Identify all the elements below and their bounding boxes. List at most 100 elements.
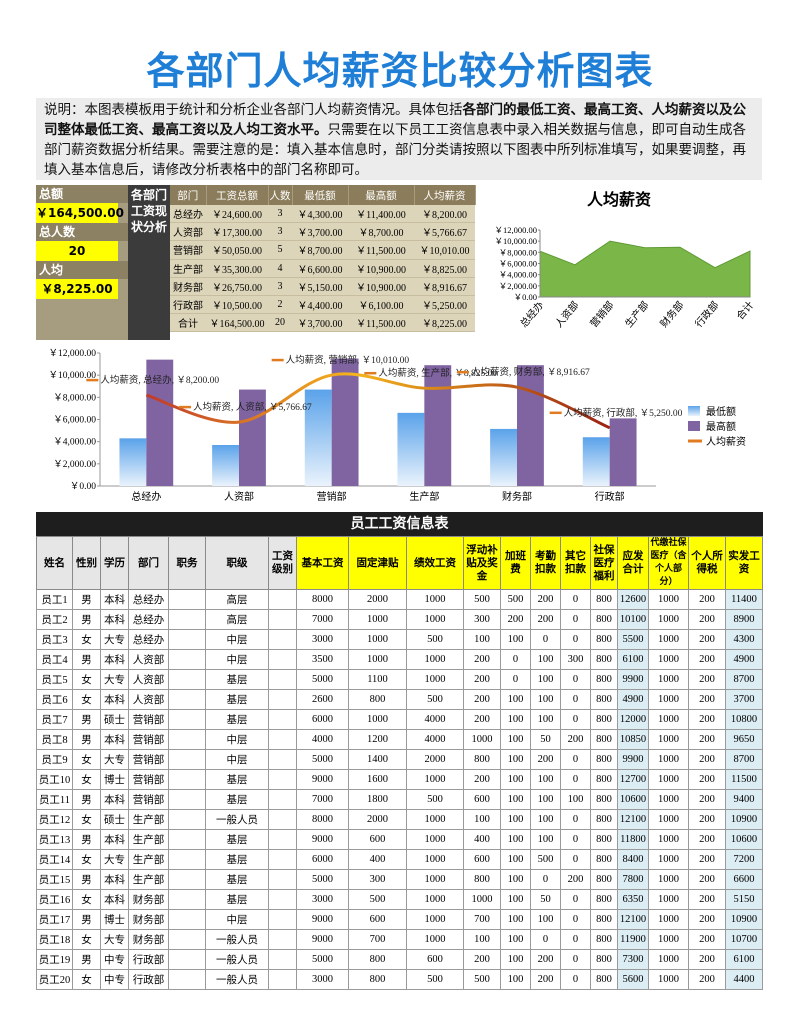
table-cell: 营销部 — [128, 749, 169, 770]
bar — [582, 437, 610, 486]
y-tick-label: ￥10,000.00 — [494, 236, 537, 246]
table-cell: 一般人员 — [205, 809, 269, 830]
table-cell: 100 — [530, 769, 561, 790]
header-row: 姓名 性别 学历 部门 职务 职级 工资级别 基本工资 固定津贴 绩效工资 浮动补贴及奖金 加班费 考勤… — [36, 536, 763, 590]
table-cell: 女 — [72, 749, 101, 770]
table-cell: ￥11,400.00 — [348, 205, 414, 224]
table-cell: 0 — [560, 609, 591, 630]
table-cell: 8000 — [296, 809, 349, 830]
table-cell: 2600 — [296, 689, 349, 710]
table-cell: 6000 — [296, 709, 349, 730]
table-cell: ￥17,300.00 — [206, 222, 268, 242]
table-row: 员工16 女本科 财务部 基层 3000 500 1000 1000 100 50 0 800 6350… — [36, 889, 763, 910]
table-cell: 800 — [590, 789, 618, 810]
table-cell: 1000 — [648, 709, 689, 730]
summary-value: 20 — [36, 241, 118, 261]
table-cell: 人资部 — [128, 649, 169, 670]
table-cell: 9000 — [296, 829, 349, 850]
table-cell — [268, 629, 297, 650]
table-cell: 600 — [348, 909, 407, 930]
table-cell: 本科 — [100, 689, 129, 710]
table-cell: 行政部 — [128, 949, 169, 970]
table-cell: 1000 — [648, 809, 689, 830]
table-cell: 10850 — [617, 729, 649, 750]
table-cell: 1000 — [648, 629, 689, 650]
table-cell: 大专 — [100, 929, 129, 950]
page-title: 各部门人均薪资比较分析图表 — [146, 49, 654, 93]
table-cell: 1000 — [406, 909, 464, 930]
legend-label: 人均薪资 — [706, 436, 746, 448]
table-cell: 0 — [560, 689, 591, 710]
table-cell: 本科 — [100, 889, 129, 910]
table-cell: 0 — [560, 849, 591, 870]
table-cell: 1000 — [648, 869, 689, 890]
table-cell: 0 — [530, 629, 561, 650]
table-cell: 人资部 — [128, 669, 169, 690]
table-cell: 800 — [590, 969, 618, 990]
table-cell: 300 — [463, 609, 501, 630]
table-cell: 200 — [463, 669, 501, 690]
table-row: 员工14 女大专 生产部 基层 6000 400 1000 600 100 500 0 800 8400… — [36, 849, 763, 870]
description-bold: 各部门的最低工资、最高工资、人均薪资以及公司整体最低工资、最高工资以及人均工资水… — [44, 102, 746, 138]
data-label: 人均薪资, 人资部, ￥5,766.67 — [193, 401, 312, 413]
table-cell: 1000 — [348, 629, 407, 650]
table-cell: 800 — [348, 949, 407, 970]
table-cell: 9000 — [296, 769, 349, 790]
table-cell: 700 — [463, 909, 501, 930]
table-cell: 基层 — [205, 869, 269, 890]
table-cell: 100 — [530, 829, 561, 850]
table-cell: 1000 — [648, 609, 689, 630]
table-cell: 中层 — [205, 729, 269, 750]
table-cell: 女 — [72, 809, 101, 830]
table-cell — [168, 609, 206, 630]
table-cell: 本科 — [100, 589, 129, 610]
data-label: 人均薪资, 生产部, ￥8,825.00 — [378, 367, 497, 379]
table-cell: 5500 — [617, 629, 649, 650]
table-row: 员工18 女大专 财务部 一般人员 9000 700 1000 100 100 0 0 800 1190… — [36, 929, 763, 950]
table-cell: 800 — [590, 929, 618, 950]
table-cell: 3 — [268, 222, 292, 242]
table-cell: 6100 — [725, 949, 763, 970]
table-cell: 财务部 — [128, 909, 169, 930]
table-cell: 3 — [268, 277, 292, 296]
table-cell: 100 — [500, 749, 531, 770]
table-cell: 8900 — [725, 609, 763, 630]
table-cell — [268, 749, 297, 770]
table-cell: 1000 — [348, 709, 407, 730]
table-cell: 8700 — [725, 669, 763, 690]
table-row: 财务部 ￥26,750.00 3 ￥5,150.00 ￥10,900.00 ￥8,916.… — [170, 277, 475, 296]
table-cell: 800 — [590, 589, 618, 610]
table-cell — [168, 669, 206, 690]
table-cell: 600 — [463, 789, 501, 810]
table-cell: 0 — [530, 869, 561, 890]
table-cell: 7000 — [296, 789, 349, 810]
column-header: 工资总额 — [206, 185, 269, 205]
y-tick-label: ￥6,000.00 — [53, 416, 96, 426]
table-cell: 100 — [500, 849, 531, 870]
table-row: 员工1 男本科 总经办 高层 8000 2000 1000 500 500 200 0 800 1260… — [36, 589, 763, 610]
table-cell: 200 — [688, 709, 726, 730]
table-cell: 1000 — [463, 889, 501, 910]
table-cell: 总经办 — [170, 205, 206, 224]
table-cell: 200 — [530, 749, 561, 770]
table-cell: 500 — [406, 689, 464, 710]
table-cell: ￥10,900.00 — [348, 259, 414, 278]
description: 说明：本图表模板用于统计和分析企业各部门人均薪资情况。具体包括各部门的最低工资、… — [36, 98, 762, 180]
table-cell: 100 — [530, 809, 561, 830]
table-cell: 1600 — [348, 769, 407, 790]
table-cell: 800 — [590, 769, 618, 790]
table-cell: 100 — [500, 809, 531, 830]
table-cell: 100 — [530, 909, 561, 930]
table-cell: ￥6,100.00 — [348, 295, 414, 315]
table-row: 员工2 男本科 总经办 高层 7000 1000 1000 300 200 200 0 800 1010… — [36, 609, 763, 630]
table-cell: 200 — [688, 609, 726, 630]
table-cell: 1000 — [648, 589, 689, 610]
table-row: 员工6 女本科 人资部 基层 2600 800 500 200 100 100 0 800 4900 10… — [36, 689, 763, 710]
table-cell: 800 — [348, 969, 407, 990]
data-label: 人均薪资, 财务部, ￥8,916.67 — [471, 366, 590, 378]
table-cell: 硕士 — [100, 709, 129, 730]
table-cell: 11400 — [725, 589, 763, 610]
table-cell: 11900 — [617, 929, 649, 950]
table-cell: 100 — [500, 969, 531, 990]
table-cell — [268, 909, 297, 930]
